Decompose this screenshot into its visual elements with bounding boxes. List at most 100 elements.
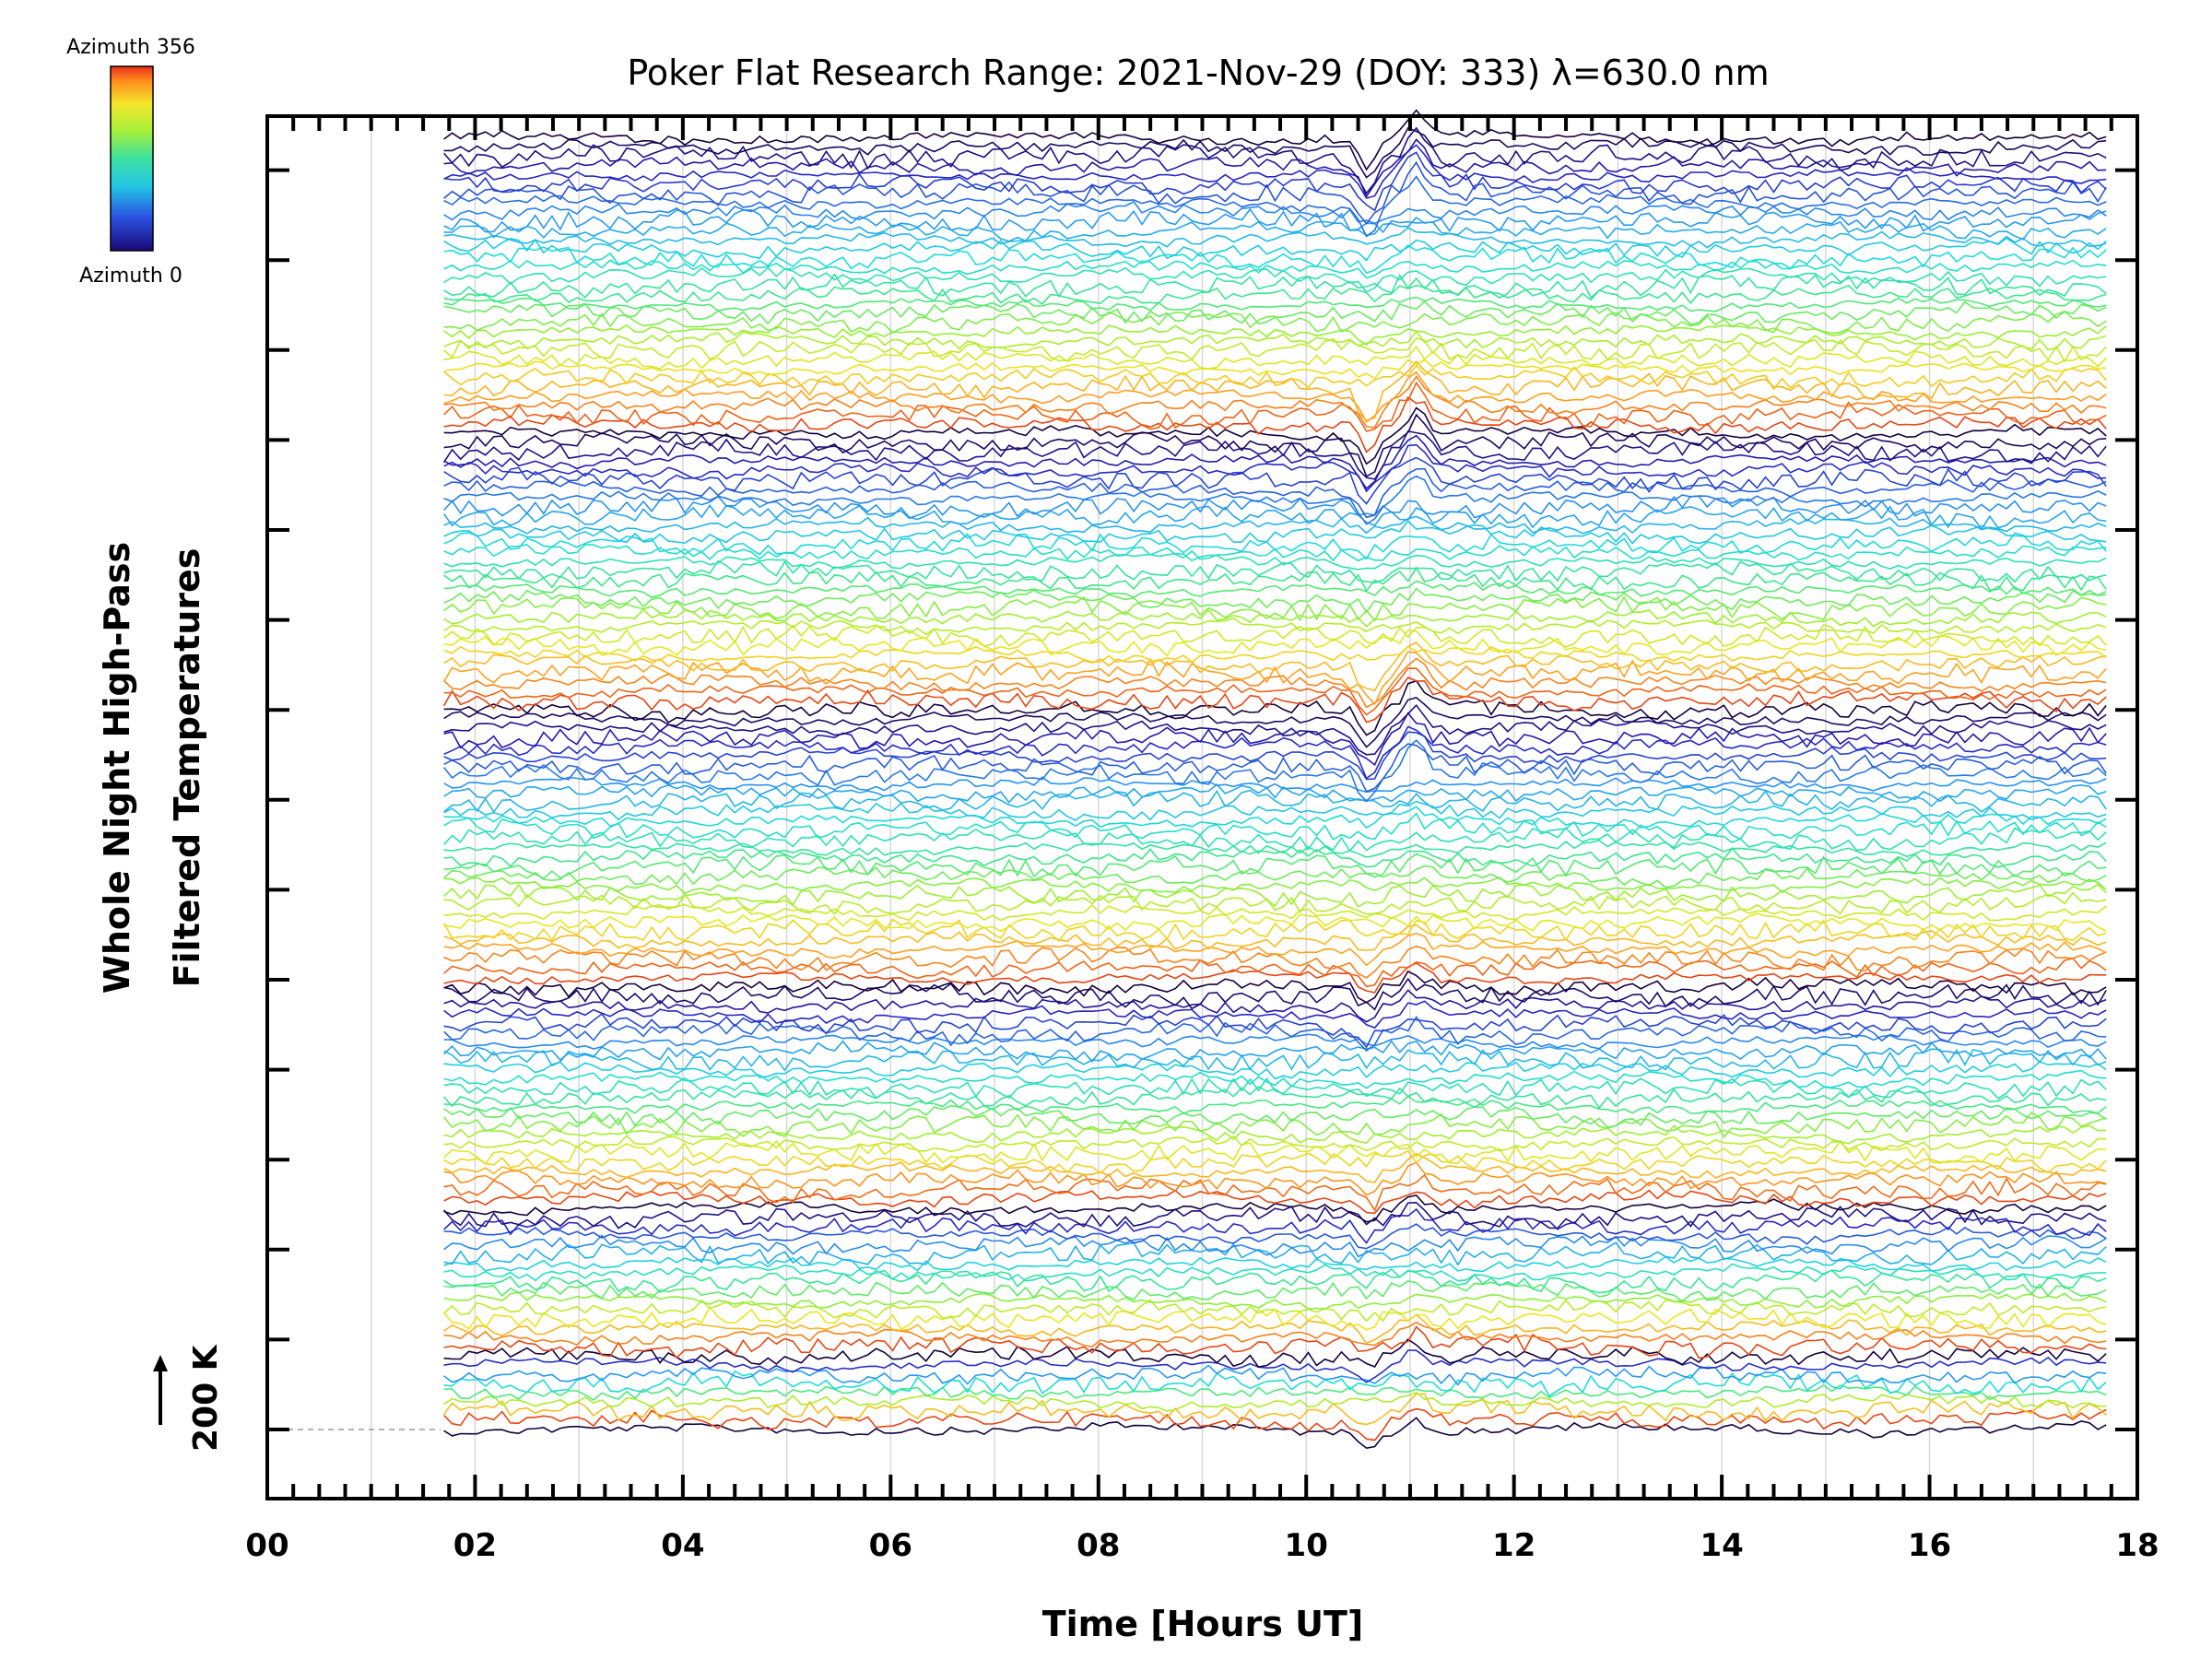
scale-bar-arrowhead [153, 1355, 168, 1371]
trace-line [443, 883, 2107, 908]
trace-line [443, 580, 2107, 599]
axis-ticks [265, 116, 2139, 1499]
trace-line [443, 1061, 2107, 1080]
y-axis-label-line-2: Filtered Temperatures [167, 548, 207, 988]
x-tick-label: 18 [2115, 1527, 2159, 1564]
trace-line [443, 381, 2107, 432]
trace-line [443, 958, 2107, 988]
trace-line [443, 641, 2107, 692]
legend-top-label: Azimuth 356 [66, 36, 195, 59]
trace-line [443, 800, 2107, 822]
x-tick-label: 08 [1077, 1527, 1120, 1564]
x-tick-label: 10 [1285, 1527, 1328, 1564]
trace-line [443, 1241, 2107, 1266]
trace-line [442, 504, 2107, 531]
trace-line [443, 1069, 2107, 1089]
trace-line [443, 876, 2107, 895]
trace-line [443, 712, 2107, 767]
trace-line [443, 475, 2107, 525]
trace-line [443, 300, 2107, 325]
trace-line [443, 520, 2107, 545]
y-axis-label-line-1: Whole Night High-Pass [97, 542, 137, 994]
trace-line [443, 1279, 2107, 1303]
trace-line [443, 989, 2107, 1023]
trace-line [443, 806, 2107, 830]
trace-line [443, 109, 2107, 171]
trace-line [443, 237, 2107, 262]
trace-line [443, 962, 2107, 994]
trace-line [443, 977, 2107, 1011]
trace-line [443, 296, 2107, 312]
trace-line [443, 903, 2107, 922]
colorbar [110, 65, 154, 252]
trace-line [443, 175, 2107, 238]
trace-line [443, 645, 2107, 664]
trace-line [443, 1207, 2107, 1244]
trace-lines [442, 109, 2107, 1450]
trace-line [443, 924, 2107, 951]
trace-line [443, 284, 2107, 305]
x-tick-label: 06 [869, 1527, 912, 1564]
trace-line [443, 1012, 2107, 1049]
trace-line [443, 200, 2107, 225]
trace-line [443, 623, 2107, 648]
trace-line [443, 346, 2107, 371]
trace-line [443, 244, 2107, 275]
trace-line [443, 1325, 2107, 1359]
trace-line [443, 126, 2107, 179]
trace-line [443, 1223, 2107, 1250]
trace-line [443, 827, 2107, 853]
trace-line [443, 406, 2107, 465]
trace-line [443, 371, 2107, 423]
trace-line [443, 789, 2107, 814]
trace-line [443, 566, 2107, 593]
trace-line [443, 945, 2107, 979]
scale-bar: 200 K [153, 1344, 225, 1452]
trace-line [443, 359, 2107, 380]
x-tick-label: 16 [1908, 1527, 1951, 1564]
trace-line [443, 310, 2107, 335]
trace-line [443, 559, 2107, 584]
x-axis-label: Time [Hours UT] [1042, 1604, 1364, 1644]
trace-line [443, 776, 2107, 794]
trace-line [443, 495, 2107, 520]
trace-line [442, 1393, 2107, 1426]
trace-line [443, 1173, 2107, 1212]
trace-line [443, 891, 2107, 915]
trace-line [443, 1015, 2107, 1052]
trace-line [443, 364, 2107, 391]
legend-bottom-label: Azimuth 0 [79, 265, 182, 288]
trace-line [443, 434, 2107, 490]
trace-line [443, 324, 2107, 347]
trace-line [443, 853, 2107, 880]
trace-line [443, 151, 2107, 212]
trace-line [443, 657, 2107, 709]
trace-line [442, 738, 2107, 803]
trace-line [443, 679, 2107, 736]
trace-line [443, 413, 2107, 477]
trace-line [443, 456, 2107, 505]
trace-line [443, 865, 2107, 888]
scale-bar-label: 200 K [187, 1344, 225, 1452]
trace-line [443, 703, 2107, 756]
trace-line [443, 1234, 2107, 1258]
trace-line [443, 1364, 2107, 1386]
x-tick-labels: 00 02 04 06 08 10 12 14 16 18 [245, 1527, 2159, 1564]
trace-line [443, 1383, 2107, 1401]
trace-line [443, 912, 2107, 933]
grid-lines [370, 116, 2035, 1499]
trace-line [443, 587, 2107, 614]
trace-line [443, 273, 2107, 300]
trace-line [443, 1161, 2107, 1196]
trace-line [442, 430, 2107, 480]
chart-title: Poker Flat Research Range: 2021-Nov-29 (… [627, 53, 1769, 93]
trace-line [443, 1407, 2107, 1441]
trace-line [443, 629, 2107, 657]
trace-line [443, 1391, 2107, 1412]
trace-line [443, 731, 2107, 781]
trace-line [443, 618, 2107, 636]
trace-line [442, 126, 2107, 195]
trace-line [443, 1263, 2107, 1282]
trace-line [443, 1139, 2107, 1166]
trace-line [443, 932, 2107, 967]
